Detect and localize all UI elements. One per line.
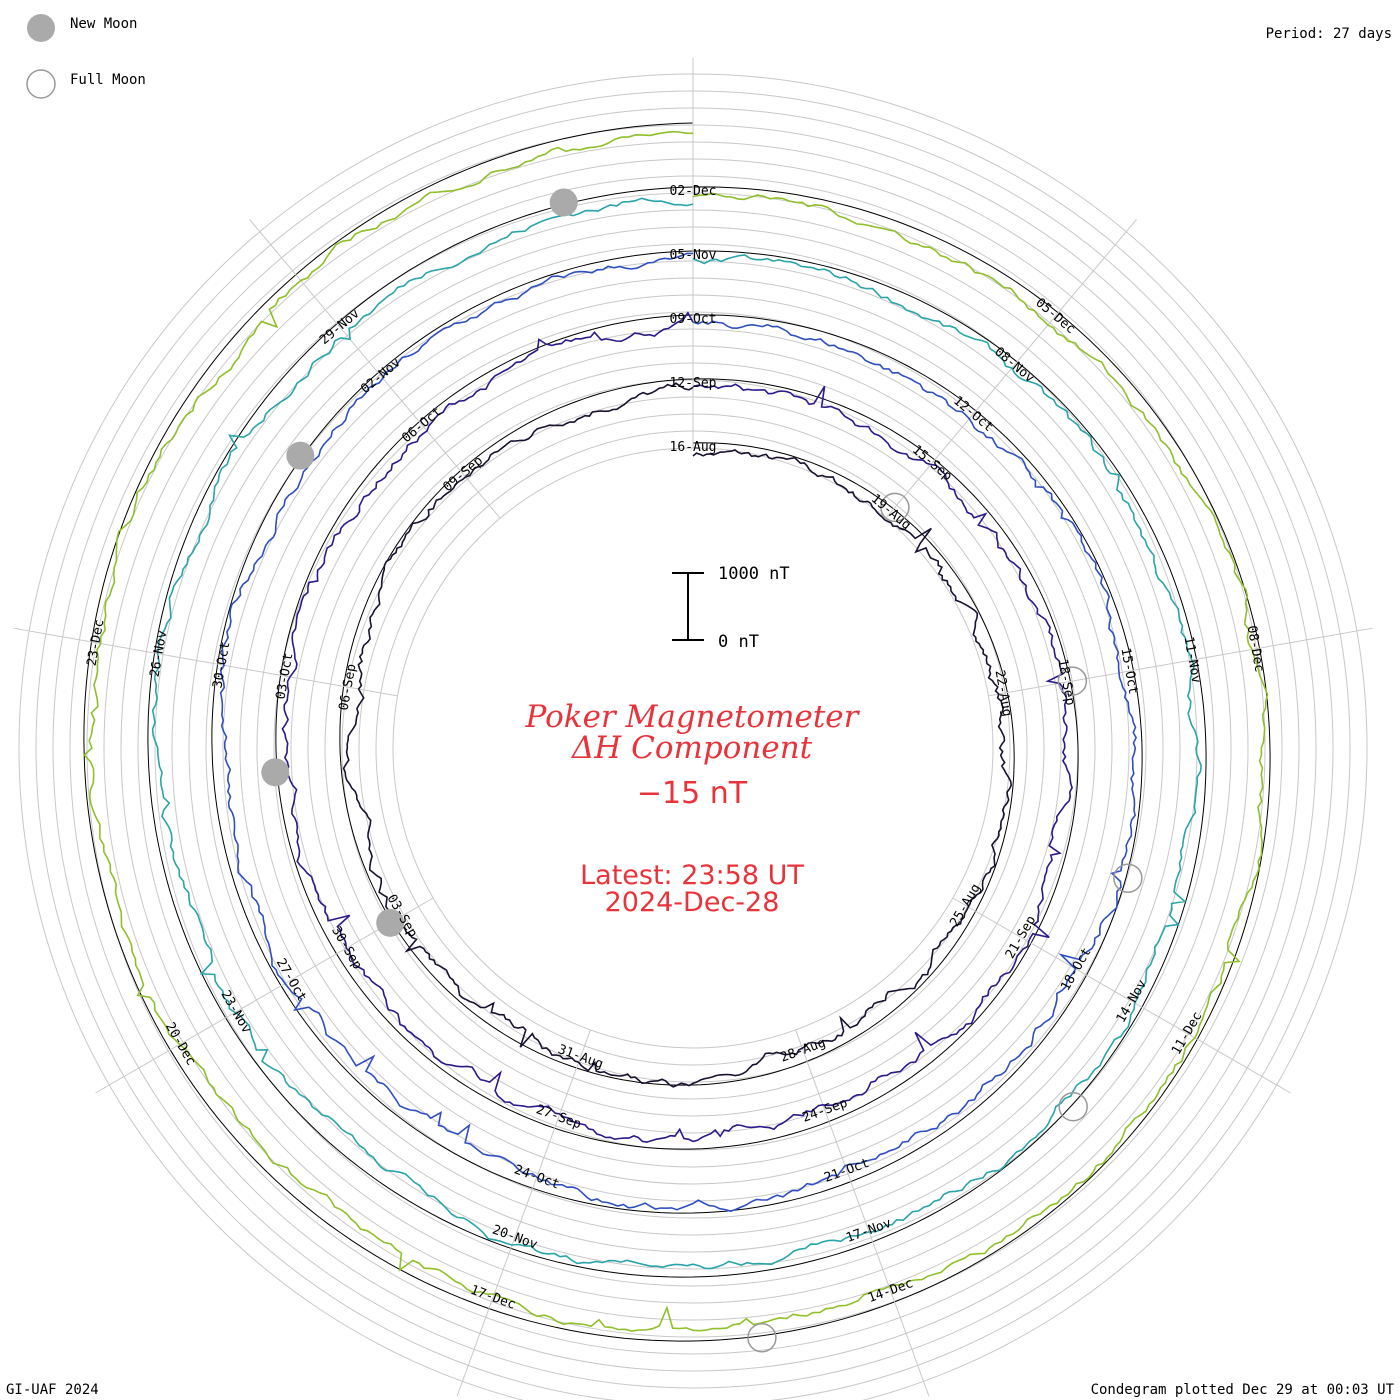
day-spoke	[988, 628, 1372, 696]
current-value: −15 nT	[637, 776, 748, 811]
date-label: 06-Sep	[337, 663, 360, 712]
date-label: 24-Oct	[512, 1162, 561, 1192]
date-label: 15-Sep	[909, 442, 955, 484]
scale-bar	[672, 573, 704, 640]
new-moon-marker	[550, 188, 578, 216]
date-label: 12-Oct	[950, 393, 996, 435]
date-label: 26-Nov	[148, 629, 171, 678]
scale-top-label: 1000 nT	[718, 564, 790, 584]
date-label: 08-Dec	[1244, 624, 1267, 673]
chart-subtitle: ΔH Component	[571, 730, 813, 766]
day-spoke	[953, 898, 1291, 1093]
date-label: 06-Oct	[399, 404, 445, 446]
date-label: 12-Sep	[670, 376, 717, 391]
date-label: 16-Aug	[670, 440, 717, 455]
date-label: 14-Dec	[866, 1276, 915, 1306]
date-label: 02-Dec	[670, 184, 717, 199]
date-label: 11-Nov	[1181, 636, 1204, 685]
date-label: 28-Aug	[778, 1035, 827, 1065]
date-label: 20-Nov	[490, 1223, 539, 1253]
new-moon-legend-label: New Moon	[70, 16, 137, 32]
new-moon-marker	[286, 442, 314, 470]
new-moon-marker	[261, 758, 289, 786]
date-label: 05-Nov	[670, 248, 717, 263]
latest-date: 2024-Dec-28	[605, 887, 780, 918]
date-label: 21-Oct	[822, 1156, 871, 1186]
date-label: 17-Dec	[468, 1283, 517, 1313]
date-label: 15-Oct	[1117, 647, 1140, 696]
date-label: 19-Aug	[868, 491, 914, 533]
date-label: 23-Dec	[85, 618, 108, 667]
full-moon-marker	[1059, 1093, 1087, 1121]
full-moon-legend-icon	[27, 70, 55, 98]
scale-bottom-label: 0 nT	[718, 632, 759, 652]
date-label: 31-Aug	[556, 1042, 605, 1072]
date-label: 27-Sep	[534, 1102, 583, 1132]
date-label: 03-Oct	[274, 652, 297, 701]
date-label: 09-Oct	[670, 312, 717, 327]
new-moon-legend-icon	[27, 14, 55, 42]
date-label: 02-Nov	[358, 355, 404, 397]
full-moon-legend-label: Full Moon	[70, 72, 146, 88]
full-moon-marker	[748, 1324, 776, 1352]
period-label: Period: 27 days	[1266, 26, 1392, 42]
footer-credit: GI-UAF 2024	[6, 1382, 99, 1398]
date-label: 22-Aug	[992, 669, 1015, 718]
footer-plot-time: Condegram plotted Dec 29 at 00:03 UT	[1091, 1382, 1395, 1398]
